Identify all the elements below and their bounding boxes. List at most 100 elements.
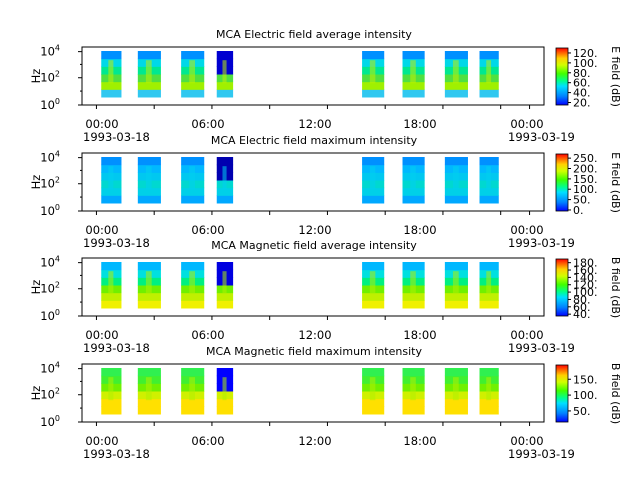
y-tick-label: 102 [40,281,60,296]
colorbar-tick-label: 60. [573,301,591,314]
spectrogram-cell [216,157,234,166]
panel-title: MCA Magnetic field average intensity [211,239,417,252]
spectrogram-cell [444,187,468,196]
spectrogram-cell [216,89,234,98]
x-tick-label: 06:00 [191,434,224,448]
colorbar-tick-label: 50. [573,194,591,207]
spectrogram-cell [222,60,227,84]
spectrogram-cell [108,377,114,401]
spectrogram-cell [181,368,205,377]
spectrogram-cell [402,406,425,415]
spectrogram-cell [222,377,227,401]
x-tick-label: 00:00 [510,434,543,448]
colorbar-tick-label: 150. [573,173,598,186]
spectrogram-cell [145,271,152,295]
spectrogram-cell [216,292,234,301]
spectrogram-cell [402,195,425,204]
spectrogram-cell [137,406,161,415]
y-tick-label: 102 [40,176,60,191]
spectrogram-cell [402,368,425,377]
spectrogram-cell [362,406,385,415]
colorbar-tick-label: 40. [573,308,591,321]
spectrogram-cell [362,89,385,98]
spectrogram-cell [444,195,468,204]
colorbar [555,364,569,423]
colorbar-tick-label: 100. [573,389,598,402]
axes-frame [81,46,545,106]
y-tick-label: 100 [40,203,60,218]
colorbar-tick-label: 100. [573,57,598,70]
x-tick-label: 18:00 [403,117,436,131]
spectrogram-cell [479,368,499,377]
spectrogram-cell [181,398,205,407]
x-date-label: 1993-03-19 [508,236,575,250]
spectrogram-cell [145,60,152,84]
colorbar-tick-label: 100. [573,286,598,299]
y-tick-label: 100 [40,308,60,323]
colorbar [555,47,569,106]
y-axis-label: Hz [29,69,43,84]
colorbar-tick-label: 120. [573,279,598,292]
spectrogram-cell [216,262,234,271]
colorbar [555,153,569,212]
spectrogram-cell [181,406,205,415]
x-tick-label: 18:00 [403,223,436,237]
spectrogram-cell [137,89,161,98]
x-tick-label: 00:00 [510,328,543,342]
spectrogram-cell [101,406,122,415]
colorbar-tick-label: 60. [573,77,591,90]
colorbar-tick-label: 80. [573,293,591,306]
colorbar-label: B field (dB) [609,363,622,424]
y-tick-label: 100 [40,414,60,429]
spectrogram-cell [145,377,152,401]
spectrogram-cell [101,51,122,60]
spectrogram-cell [402,157,425,166]
axes-frame [81,257,545,317]
spectrogram-cell [101,195,122,204]
spectrogram-cell [444,81,468,90]
spectrogram-cell [369,166,376,190]
y-axis-label: Hz [29,280,43,295]
spectrogram-cell [362,195,385,204]
colorbar-tick-label: 0. [573,204,584,217]
spectrogram-cell [369,377,376,401]
spectrogram-cell [444,262,468,271]
spectrogram-cell [369,271,376,295]
y-tick-label: 104 [40,361,60,376]
x-tick-label: 06:00 [191,328,224,342]
colorbar-label: E field (dB) [609,152,622,213]
colorbar-tick-label: 150. [573,373,598,386]
spectrogram-cell [108,60,114,84]
spectrogram-cell [486,271,492,295]
spectrogram-cell [101,89,122,98]
spectrogram-cell [444,406,468,415]
spectrogram-cell [108,271,114,295]
spectrogram-cell [216,81,234,90]
spectrogram-cell [486,60,492,84]
y-tick-label: 104 [40,44,60,59]
spectrogram-cell [101,300,122,309]
spectrogram-cell [479,406,499,415]
spectrogram-cell [444,292,468,301]
y-tick-label: 104 [40,150,60,165]
spectrogram-cell [402,262,425,271]
spectrogram-cell [410,377,416,401]
colorbar-tick-label: 20. [573,97,591,110]
x-tick-label: 18:00 [403,328,436,342]
x-tick-label: 12:00 [298,117,331,131]
y-axis-label: Hz [29,175,43,190]
spectrogram-panel-2: MCA Electric field maximum intensity 100 1… [29,134,622,250]
spectrogram-cell [479,157,499,166]
colorbar-label: E field (dB) [609,46,622,107]
spectrogram-cell [479,300,499,309]
spectrogram-cell [137,368,161,377]
spectrogram-cell [181,157,205,166]
colorbar-tick-label: 140. [573,271,598,284]
spectrogram-cell [181,195,205,204]
colorbar [555,258,569,317]
spectrogram-cell [181,300,205,309]
spectrogram-cell [145,166,152,190]
x-tick-label: 00:00 [85,117,118,131]
spectrogram-cell [216,195,234,204]
spectrogram-cell [452,60,459,84]
